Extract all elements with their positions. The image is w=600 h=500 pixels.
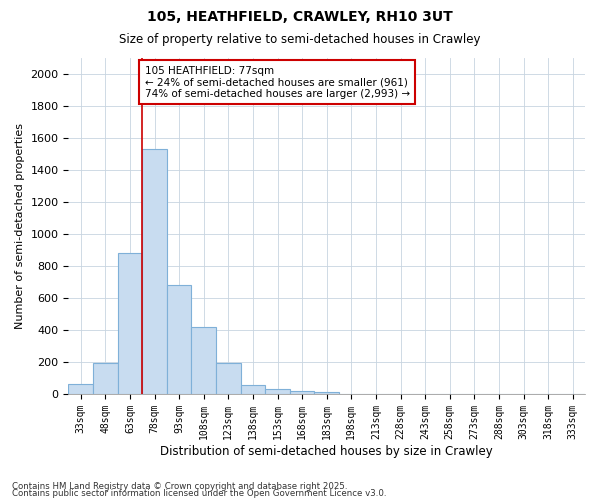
Bar [167,285,191,394]
Bar [216,362,241,394]
Bar [265,389,290,394]
Text: Contains public sector information licensed under the Open Government Licence v3: Contains public sector information licen… [12,490,386,498]
Bar [93,362,118,394]
Text: 105 HEATHFIELD: 77sqm
← 24% of semi-detached houses are smaller (961)
74% of sem: 105 HEATHFIELD: 77sqm ← 24% of semi-deta… [145,66,410,98]
Bar [118,253,142,394]
X-axis label: Distribution of semi-detached houses by size in Crawley: Distribution of semi-detached houses by … [160,444,493,458]
Bar [314,392,339,394]
Text: Contains HM Land Registry data © Crown copyright and database right 2025.: Contains HM Land Registry data © Crown c… [12,482,347,491]
Y-axis label: Number of semi-detached properties: Number of semi-detached properties [15,122,25,328]
Bar [68,384,93,394]
Bar [290,391,314,394]
Bar [241,385,265,394]
Text: Size of property relative to semi-detached houses in Crawley: Size of property relative to semi-detach… [119,32,481,46]
Bar [142,149,167,394]
Text: 105, HEATHFIELD, CRAWLEY, RH10 3UT: 105, HEATHFIELD, CRAWLEY, RH10 3UT [147,10,453,24]
Bar [191,328,216,394]
